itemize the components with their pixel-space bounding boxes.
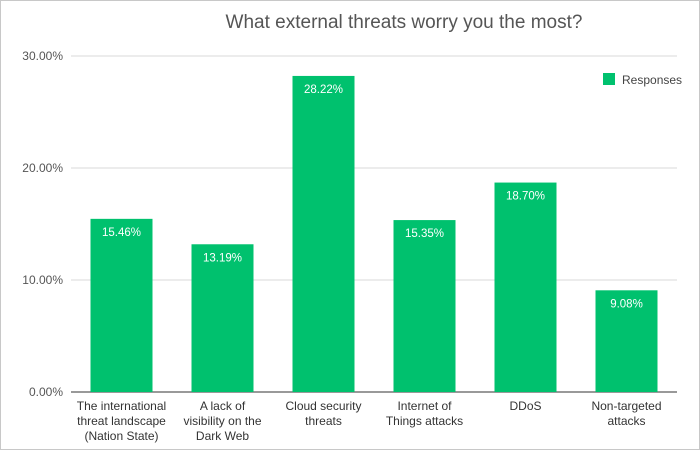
x-tick-label: The international <box>77 399 166 413</box>
y-tick-label: 0.00% <box>29 385 63 399</box>
legend-swatch <box>603 73 615 85</box>
data-label: 28.22% <box>304 84 343 96</box>
x-tick-label: Non-targeted <box>591 399 661 413</box>
data-label: 15.35% <box>405 228 444 240</box>
y-tick-label: 20.00% <box>22 161 63 175</box>
x-tick-label: Cloud security <box>285 399 361 413</box>
x-tick-label: visibility on the <box>183 414 261 428</box>
x-tick-label: threat landscape <box>77 414 166 428</box>
bar-4 <box>494 182 557 392</box>
data-label: 9.08% <box>610 298 643 310</box>
data-label: 18.70% <box>506 191 545 203</box>
x-tick-label: A lack of <box>200 399 246 413</box>
bar-5 <box>595 290 658 392</box>
x-tick-label: Things attacks <box>386 414 463 428</box>
bar-2 <box>292 75 355 392</box>
bar-0 <box>90 218 153 392</box>
gridlines <box>71 55 677 393</box>
x-tick-label: Dark Web <box>196 429 249 443</box>
bar-1 <box>191 244 254 392</box>
bars: 15.46% 13.19% 28.22% 15.35% 18.70% 9.08% <box>90 75 658 392</box>
x-tick-label: Internet of <box>397 399 452 413</box>
legend: Responses <box>603 73 682 87</box>
y-tick-label: 30.00% <box>22 49 63 63</box>
y-axis: 0.00% 10.00% 20.00% 30.00% <box>22 49 63 399</box>
legend-label-responses: Responses <box>622 73 682 87</box>
bar-3 <box>393 220 456 392</box>
y-tick-label: 10.00% <box>22 273 63 287</box>
data-label: 15.46% <box>102 227 141 239</box>
x-tick-label: threats <box>305 414 342 428</box>
chart-title: What external threats worry you the most… <box>226 12 583 33</box>
x-tick-label: DDoS <box>509 399 541 413</box>
data-label: 13.19% <box>203 252 242 264</box>
x-tick-label: attacks <box>607 414 645 428</box>
x-tick-label: (Nation State) <box>84 429 158 443</box>
